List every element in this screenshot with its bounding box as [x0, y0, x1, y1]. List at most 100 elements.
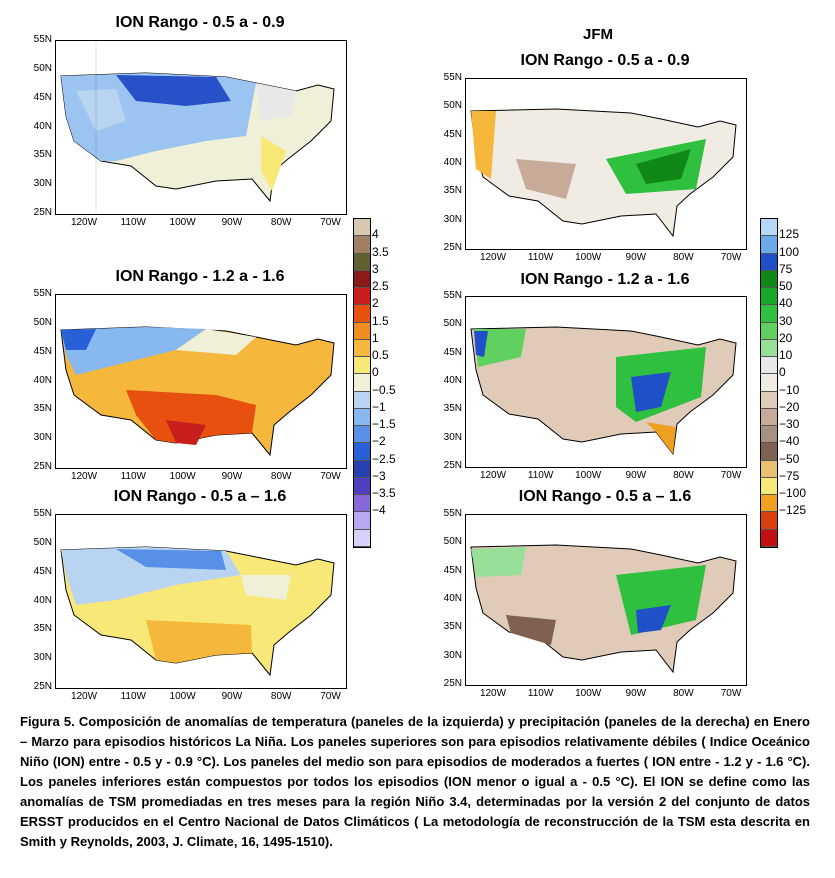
temp-moderate-lat-tick: 40N: [33, 374, 52, 386]
temp-weak-lon-tick: 120W: [70, 217, 98, 228]
temp-moderate-lat-tick: 55N: [33, 288, 52, 299]
colorbar-swatch: [354, 374, 370, 392]
precip-weak-lon-tick: 90W: [625, 252, 647, 263]
colorbar-swatch: [761, 305, 777, 323]
colorbar-label: −3: [372, 468, 386, 483]
precip-weak-lat-tick: 35N: [443, 185, 462, 197]
colorbar-label: 2.5: [372, 279, 389, 294]
temp-map-all-svg: [56, 515, 346, 688]
precip-moderate-lat-tick: 55N: [443, 290, 462, 301]
colorbar-swatch: [354, 477, 370, 495]
colorbar-label: −10: [779, 382, 800, 397]
colorbar-swatch: [761, 219, 777, 237]
precip-weak-lat-tick: 25N: [443, 242, 462, 253]
colorbar-swatch: [354, 443, 370, 461]
colorbar-swatch: [354, 495, 370, 513]
colorbar-label: −3.5: [372, 486, 396, 501]
temp-map-all: [55, 514, 347, 689]
precip-map-moderate: [465, 296, 747, 468]
precip-moderate-lon-tick: 120W: [479, 470, 507, 481]
colorbar-label: −30: [779, 417, 800, 432]
colorbar-swatch: [761, 236, 777, 254]
precip-map-weak-svg: [466, 79, 746, 249]
colorbar-swatch: [354, 219, 370, 237]
temp-all-lat-tick: 55N: [33, 508, 52, 519]
colorbar-swatch: [761, 322, 777, 340]
colorbar-swatch: [761, 443, 777, 461]
colorbar-label: 40: [779, 296, 793, 311]
colorbar-swatch: [354, 391, 370, 409]
colorbar-swatch: [354, 288, 370, 306]
temp-weak-lat-tick: 35N: [33, 149, 52, 161]
temp-all-lat-tick: 40N: [33, 594, 52, 606]
colorbar-swatch: [354, 322, 370, 340]
temp-all-lon-tick: 80W: [270, 691, 292, 702]
colorbar-label: 1.5: [372, 313, 389, 328]
precip-panel-3-title: ION Rango - 0.5 a – 1.6: [518, 488, 692, 505]
precip-all-lat-tick: 40N: [443, 593, 462, 604]
precip-weak-lon-tick: 80W: [673, 252, 694, 263]
colorbar-label: −0.5: [372, 382, 396, 397]
precip-weak-lon-tick: 110W: [527, 252, 554, 263]
colorbar-swatch: [354, 529, 370, 547]
temp-all-lat-tick: 50N: [33, 536, 52, 548]
colorbar-swatch: [761, 270, 777, 288]
temp-map-weak: [55, 40, 347, 215]
temp-weak-lon-tick: 70W: [320, 217, 341, 228]
precip-all-lat-tick: 45N: [443, 564, 462, 576]
colorbar-swatch: [354, 339, 370, 357]
precip-weak-lon-tick: 100W: [575, 252, 602, 263]
temp-moderate-lat-tick: 30N: [33, 432, 52, 444]
colorbar-swatch: [761, 426, 777, 444]
precip-weak-lon-tick: 70W: [720, 252, 742, 263]
colorbar-label: 50: [779, 279, 793, 294]
precip-all-lon-tick: 70W: [720, 688, 742, 699]
colorbar-label: 0: [779, 365, 786, 380]
temp-moderate-lon-tick: 70W: [320, 471, 341, 482]
colorbar-swatch: [761, 253, 777, 271]
colorbar-label: −1.5: [372, 417, 396, 432]
colorbar-label: 100: [779, 244, 800, 259]
temp-all-lat-tick: 25N: [33, 681, 52, 692]
temp-all-lon-tick: 100W: [169, 691, 196, 702]
colorbar-label: −40: [779, 434, 800, 449]
temp-moderate-lat-tick: 45N: [33, 345, 52, 357]
temp-weak-lon-tick: 90W: [221, 217, 243, 228]
colorbar-label: −20: [779, 399, 800, 414]
precip-map-all-svg: [466, 515, 746, 685]
precip-weak-lon-tick: 120W: [479, 252, 507, 263]
temp-moderate-lon-tick: 90W: [221, 471, 243, 482]
temp-weak-lon-tick: 100W: [169, 217, 196, 228]
colorbar-label: −4: [372, 503, 386, 518]
colorbar-label: −50: [779, 451, 800, 466]
precip-weak-lat-tick: 55N: [443, 72, 462, 83]
temp-weak-lon-tick: 80W: [270, 217, 292, 228]
colorbar-label: −75: [779, 468, 800, 483]
temp-all-lon-tick: 110W: [120, 691, 146, 702]
precip-moderate-lon-tick: 100W: [575, 470, 602, 481]
colorbar-label: −2.5: [372, 451, 396, 466]
colorbar-label: 125: [779, 227, 800, 242]
temp-map-moderate-svg: [56, 295, 346, 468]
precipitation-colorbar: [760, 218, 778, 548]
temp-moderate-lon-tick: 110W: [120, 471, 146, 482]
season-label: JFM: [583, 26, 613, 43]
colorbar-label: 30: [779, 313, 793, 328]
precip-weak-lat-tick: 30N: [443, 213, 462, 225]
precip-all-lon-tick: 80W: [673, 688, 694, 699]
colorbar-label: 20: [779, 330, 793, 345]
precip-moderate-lat-tick: 45N: [443, 346, 462, 358]
temp-weak-lat-tick: 45N: [33, 91, 52, 103]
precip-all-lon-tick: 90W: [625, 688, 647, 699]
temp-all-lon-tick: 120W: [70, 691, 98, 702]
precip-moderate-lon-tick: 90W: [625, 470, 647, 481]
precip-moderate-lat-tick: 30N: [443, 431, 462, 443]
temp-panel-2-title: ION Rango - 1.2 a - 1.6: [115, 268, 285, 285]
temp-moderate-lat-tick: 50N: [33, 316, 52, 328]
precip-all-lat-tick: 50N: [443, 536, 462, 548]
colorbar-label: −1: [372, 399, 386, 414]
precip-weak-lat-tick: 50N: [443, 100, 462, 112]
temp-all-lat-tick: 30N: [33, 652, 52, 664]
precip-all-lat-tick: 25N: [443, 678, 462, 689]
precip-all-lon-tick: 120W: [479, 688, 507, 699]
